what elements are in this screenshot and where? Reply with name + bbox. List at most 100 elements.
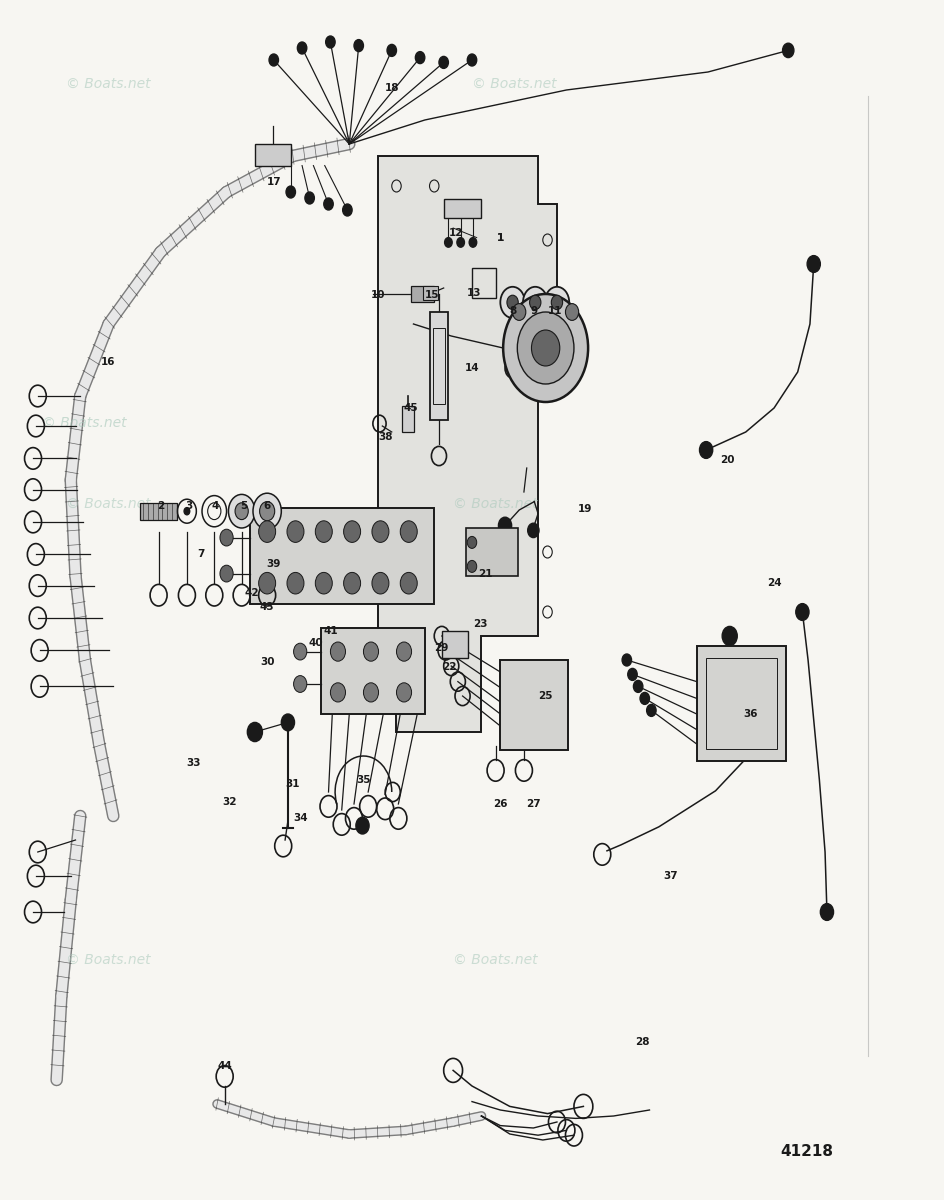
Text: 41: 41	[323, 626, 338, 636]
Text: 13: 13	[466, 288, 481, 298]
Text: 2: 2	[157, 502, 164, 511]
Circle shape	[260, 502, 275, 521]
Text: 32: 32	[222, 797, 237, 806]
Bar	[255, 144, 291, 166]
Text: 30: 30	[260, 658, 275, 667]
Text: 28: 28	[634, 1037, 649, 1046]
Circle shape	[498, 517, 512, 534]
Circle shape	[647, 704, 656, 716]
Circle shape	[439, 56, 448, 68]
Circle shape	[820, 904, 834, 920]
Circle shape	[315, 521, 332, 542]
Text: 31: 31	[285, 779, 300, 788]
Text: 8: 8	[509, 306, 516, 316]
Text: 39: 39	[266, 559, 281, 569]
Circle shape	[324, 198, 333, 210]
Bar	[500, 660, 568, 750]
Text: 21: 21	[478, 569, 493, 578]
Circle shape	[247, 722, 262, 742]
Text: 4: 4	[211, 502, 219, 511]
Circle shape	[531, 330, 560, 366]
Circle shape	[528, 523, 539, 538]
Circle shape	[344, 572, 361, 594]
Text: 15: 15	[425, 290, 440, 300]
Text: © Boats.net: © Boats.net	[66, 497, 151, 511]
Bar	[140, 503, 177, 520]
Circle shape	[343, 204, 352, 216]
Bar	[402, 406, 414, 432]
Circle shape	[235, 503, 248, 520]
Text: 25: 25	[538, 691, 553, 701]
Text: 7: 7	[197, 550, 205, 559]
Circle shape	[503, 294, 588, 402]
Circle shape	[396, 642, 412, 661]
Circle shape	[326, 36, 335, 48]
Text: 26: 26	[493, 799, 508, 809]
Circle shape	[281, 714, 295, 731]
Circle shape	[372, 521, 389, 542]
Text: 41218: 41218	[781, 1145, 834, 1159]
Bar	[466, 528, 518, 576]
Circle shape	[287, 572, 304, 594]
Text: 35: 35	[356, 775, 371, 785]
Circle shape	[330, 642, 346, 661]
Text: 5: 5	[240, 502, 247, 511]
Circle shape	[445, 238, 452, 247]
Text: 23: 23	[473, 619, 488, 629]
Text: 11: 11	[548, 306, 563, 316]
Circle shape	[387, 44, 396, 56]
Circle shape	[356, 817, 369, 834]
Text: 45: 45	[403, 403, 418, 413]
Text: 38: 38	[378, 432, 393, 442]
Circle shape	[415, 52, 425, 64]
Text: 3: 3	[185, 502, 193, 511]
Circle shape	[783, 43, 794, 58]
Text: 9: 9	[531, 306, 538, 316]
Circle shape	[363, 642, 379, 661]
Text: 40: 40	[309, 638, 324, 648]
Bar	[321, 628, 425, 714]
Text: 43: 43	[260, 602, 275, 612]
Bar	[250, 508, 434, 604]
Circle shape	[517, 312, 574, 384]
Text: © Boats.net: © Boats.net	[66, 953, 151, 967]
Circle shape	[633, 680, 643, 692]
Text: 1: 1	[497, 233, 504, 242]
Circle shape	[344, 521, 361, 542]
Circle shape	[363, 683, 379, 702]
Circle shape	[722, 626, 737, 646]
Bar	[411, 286, 434, 302]
Circle shape	[372, 572, 389, 594]
Circle shape	[523, 287, 548, 318]
Circle shape	[253, 493, 281, 529]
Text: 29: 29	[434, 643, 449, 653]
Circle shape	[287, 521, 304, 542]
Circle shape	[807, 256, 820, 272]
Bar	[423, 286, 438, 300]
Text: 24: 24	[767, 578, 782, 588]
Text: 22: 22	[442, 662, 457, 672]
Text: 20: 20	[719, 455, 734, 464]
Text: © Boats.net: © Boats.net	[66, 77, 151, 91]
Circle shape	[622, 654, 632, 666]
Circle shape	[400, 572, 417, 594]
Circle shape	[330, 683, 346, 702]
Text: 12: 12	[448, 228, 464, 238]
Circle shape	[269, 54, 278, 66]
Circle shape	[796, 604, 809, 620]
Text: © Boats.net: © Boats.net	[42, 415, 127, 430]
Circle shape	[286, 186, 295, 198]
Circle shape	[545, 287, 569, 318]
Circle shape	[354, 40, 363, 52]
Circle shape	[469, 238, 477, 247]
Circle shape	[259, 572, 276, 594]
Text: © Boats.net: © Boats.net	[472, 77, 557, 91]
Text: 34: 34	[293, 814, 308, 823]
Text: 14: 14	[464, 364, 480, 373]
Circle shape	[628, 668, 637, 680]
Circle shape	[457, 238, 464, 247]
Polygon shape	[378, 156, 557, 732]
Bar	[697, 646, 786, 761]
Circle shape	[220, 529, 233, 546]
Text: © Boats.net: © Boats.net	[453, 497, 538, 511]
